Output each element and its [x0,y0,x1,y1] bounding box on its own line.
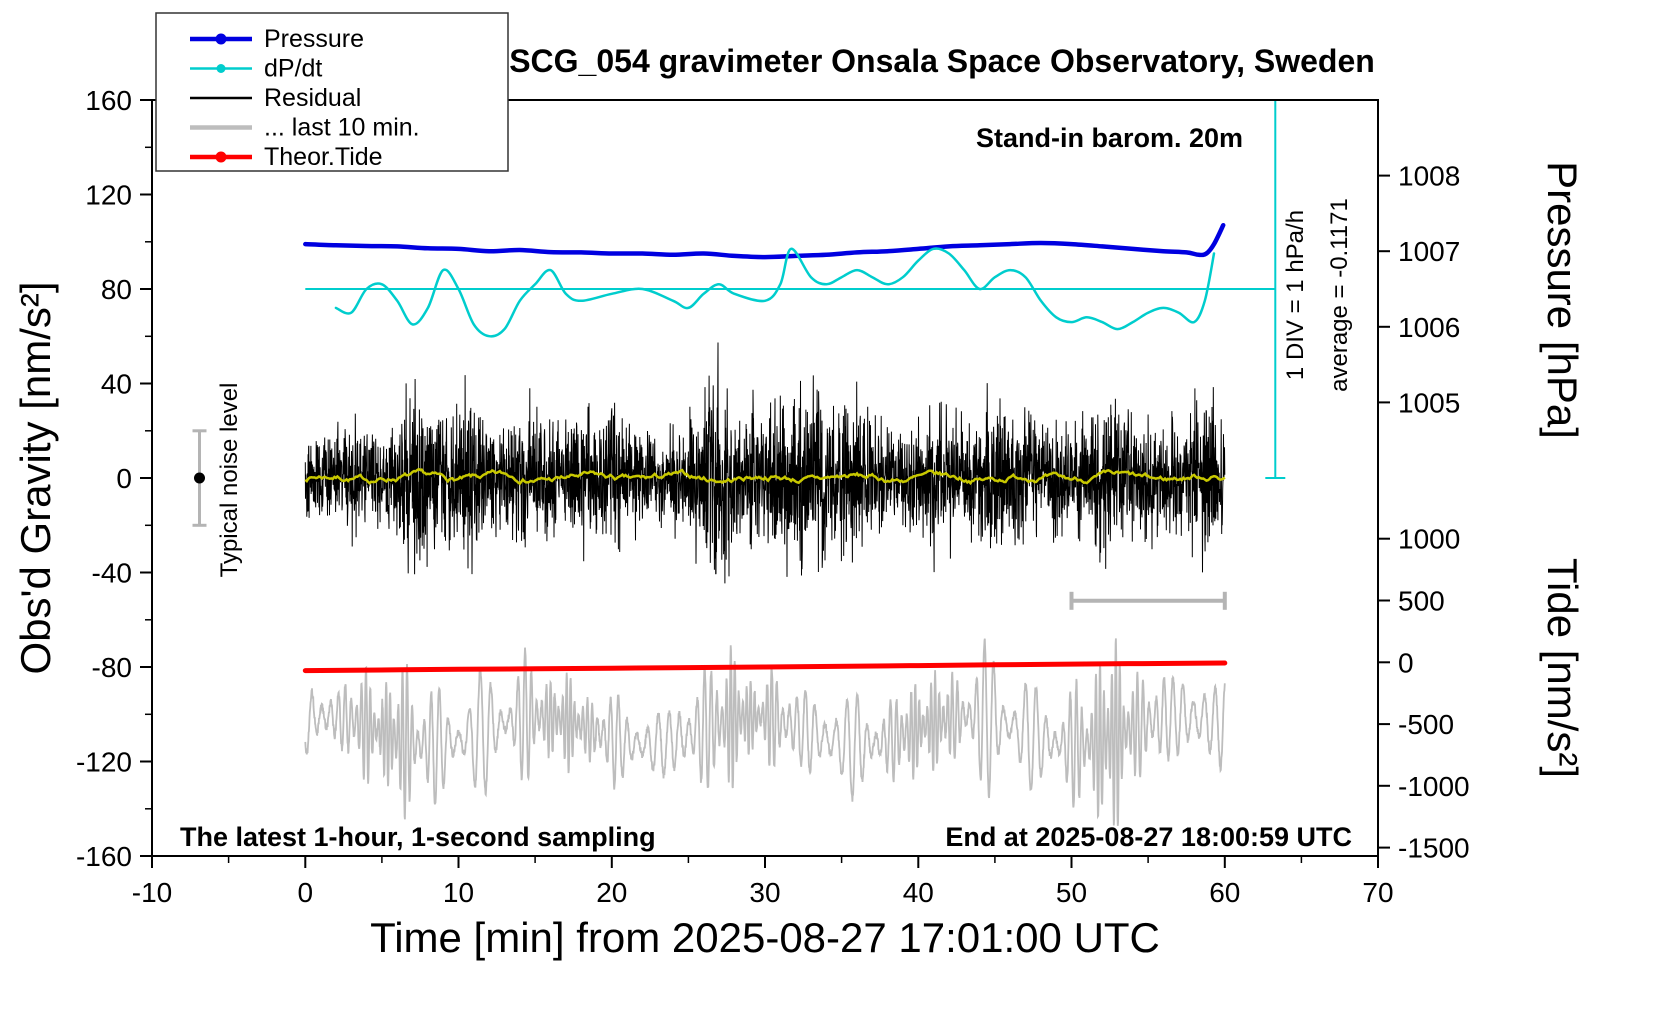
legend-item-tide: Theor.Tide [190,143,383,171]
legend-label: Residual [264,84,361,112]
average-note: average = -0.1171 [1326,198,1353,392]
sampling-note: The latest 1-hour, 1-second sampling [180,822,656,852]
noise-level-label: Typical noise level [216,383,243,578]
tide-tick-label: 500 [1398,586,1445,617]
tide-axis-label: Tide [nm/s²] [1539,558,1586,778]
div-scale-note: 1 DIV = 1 hPa/h [1282,210,1309,380]
gravity-tick-label: -120 [76,747,132,778]
gravity-tick-label: -80 [92,652,132,683]
x-tick-label: 50 [1056,877,1087,908]
x-axis-label: Time [min] from 2025-08-27 17:01:00 UTC [370,914,1160,961]
gravity-tick-label: -40 [92,558,132,589]
gravity-tick-label: 40 [101,369,132,400]
legend-item-last10: ... last 10 min. [190,114,420,142]
series-theor-tide [302,660,1228,674]
markers-layer [192,99,1286,610]
series-layer [302,222,1228,826]
gravity-tick-label: 0 [116,463,132,494]
gravity-tick-label: 120 [85,180,132,211]
chart-title: SCG_054 gravimeter Onsala Space Observat… [509,43,1375,79]
tide-tick-label: 1000 [1398,524,1460,555]
tide-tick-label: 0 [1398,647,1414,678]
pressure-axis-label: Pressure [hPa] [1539,161,1586,439]
series-dp-dt [334,247,1216,338]
legend-item-residual: Residual [190,84,361,112]
pressure-tick-label: 1006 [1398,312,1460,343]
x-tick-label: 40 [903,877,934,908]
x-tick-label: 10 [443,877,474,908]
legend: Pressure dP/dt Residual ... last 10 min.… [155,12,509,172]
gravity-axis-label: Obs'd Gravity [nm/s²] [12,281,59,674]
legend-item-dpdt: dP/dt [190,55,322,83]
tide-tick-label: -1500 [1398,833,1470,864]
x-tick-label: 30 [749,877,780,908]
series-last10 [304,638,1226,826]
series-pressure [303,222,1226,260]
x-tick-label: 0 [298,877,314,908]
series-residual [304,342,1226,584]
pressure-dot-icon [215,33,227,45]
x-tick-label: 70 [1362,877,1393,908]
gravity-tick-label: -160 [76,841,132,872]
series-residual-filtered [304,467,1226,486]
legend-label: Pressure [264,25,364,53]
pressure-tick-label: 1008 [1398,161,1460,192]
tide-tick-label: -1000 [1398,771,1470,802]
pressure-tick-label: 1005 [1398,387,1460,418]
x-tick-label: 60 [1209,877,1240,908]
noise-level-dot [194,472,205,484]
end-time-note: End at 2025-08-27 18:00:59 UTC [945,822,1352,852]
legend-label: Theor.Tide [264,143,383,171]
gravity-tick-label: 160 [85,85,132,116]
barometer-note: Stand-in barom. 20m [976,123,1243,153]
legend-item-pressure: Pressure [190,25,364,53]
tide-tick-label: -500 [1398,709,1454,740]
axes-layer: -10 0 10 20 30 40 50 60 70 -160 -120 -80 -40 0 40 80 120… [76,85,1470,908]
gravity-tick-label: 80 [101,274,132,305]
legend-label: dP/dt [264,55,322,83]
pressure-tick-label: 1007 [1398,236,1460,267]
dpdt-dot-icon [216,64,226,73]
tide-dot-icon [215,151,227,163]
x-tick-label: 20 [596,877,627,908]
legend-label: ... last 10 min. [264,114,420,142]
x-tick-label: -10 [132,877,172,908]
